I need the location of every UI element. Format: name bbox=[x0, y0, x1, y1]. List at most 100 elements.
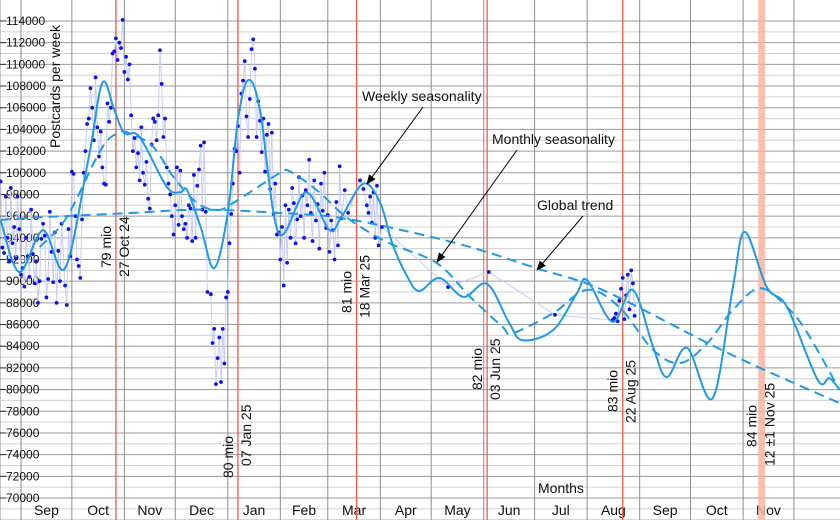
data-point bbox=[291, 201, 296, 206]
data-point bbox=[56, 248, 61, 253]
data-point bbox=[30, 252, 35, 256]
data-point bbox=[358, 178, 362, 183]
data-point bbox=[29, 207, 34, 212]
y-tick-label: 100000 bbox=[6, 166, 46, 180]
data-point bbox=[17, 227, 22, 232]
data-point bbox=[302, 235, 306, 240]
data-point bbox=[127, 62, 132, 67]
data-point bbox=[337, 164, 342, 169]
data-point bbox=[376, 243, 381, 248]
data-point bbox=[107, 119, 112, 124]
data-point bbox=[249, 47, 254, 52]
data-point bbox=[97, 154, 101, 159]
data-point bbox=[222, 361, 227, 366]
series-monthly-seasonality bbox=[38, 130, 840, 391]
data-point bbox=[183, 221, 188, 226]
data-point bbox=[14, 256, 18, 261]
data-point bbox=[15, 194, 20, 199]
data-point bbox=[144, 160, 149, 164]
data-point bbox=[153, 119, 157, 124]
data-point bbox=[188, 206, 193, 211]
data-point bbox=[203, 209, 208, 214]
data-point bbox=[117, 40, 122, 45]
data-point bbox=[156, 113, 161, 118]
data-point bbox=[186, 203, 191, 208]
milestone-count: 79 mio bbox=[98, 226, 114, 268]
data-point bbox=[132, 136, 137, 140]
y-tick-label: 80000 bbox=[6, 383, 40, 397]
milestone-date: 27 Oct 24 bbox=[116, 216, 132, 277]
data-point bbox=[264, 132, 269, 137]
annotation-monthly-arrow bbox=[436, 149, 518, 263]
data-point bbox=[36, 300, 40, 305]
month-label: Feb bbox=[292, 502, 316, 518]
milestone-date: 22 Aug 25 bbox=[623, 360, 639, 423]
data-point bbox=[198, 143, 203, 148]
annotation-weekly: Weekly seasonality bbox=[362, 88, 482, 185]
data-point bbox=[361, 187, 366, 191]
data-point bbox=[614, 311, 618, 316]
data-point bbox=[225, 290, 230, 294]
data-point bbox=[247, 97, 252, 101]
data-point bbox=[305, 203, 310, 208]
data-point bbox=[320, 208, 325, 213]
data-point bbox=[114, 36, 118, 41]
data-point bbox=[86, 116, 91, 121]
data-point bbox=[164, 165, 169, 170]
month-label: Apr bbox=[395, 502, 417, 518]
annotation-weekly-label: Weekly seasonality bbox=[362, 88, 482, 104]
data-point bbox=[42, 233, 47, 238]
data-point bbox=[98, 129, 103, 134]
data-point bbox=[632, 313, 637, 318]
data-point bbox=[176, 222, 181, 227]
milestone-date: 12 ±1 Nov 25 bbox=[762, 383, 778, 466]
data-point bbox=[629, 268, 634, 273]
data-point bbox=[259, 150, 264, 155]
data-point bbox=[8, 186, 13, 190]
data-point bbox=[244, 114, 249, 119]
data-point bbox=[303, 188, 308, 193]
annotation-monthly-label: Monthly seasonality bbox=[492, 131, 615, 147]
data-point bbox=[286, 207, 291, 212]
milestone-lines: 79 mio 27 Oct 24 80 mio 07 Jan 25 81 mio 18 M… bbox=[98, 0, 778, 520]
data-point bbox=[169, 214, 174, 219]
data-point bbox=[322, 170, 327, 175]
data-point bbox=[75, 257, 79, 262]
data-point bbox=[185, 235, 190, 240]
data-point bbox=[83, 149, 88, 153]
data-point bbox=[168, 192, 173, 197]
data-point bbox=[266, 122, 271, 126]
data-point bbox=[293, 241, 298, 246]
data-point bbox=[73, 214, 78, 219]
data-point bbox=[64, 303, 69, 307]
data-point bbox=[108, 105, 113, 110]
data-point bbox=[290, 186, 295, 190]
series-global-trend bbox=[0, 208, 840, 405]
data-point bbox=[130, 149, 135, 153]
data-point bbox=[210, 341, 215, 345]
data-point bbox=[273, 181, 278, 186]
data-point bbox=[217, 335, 222, 340]
data-point bbox=[85, 122, 90, 126]
y-tick-label: 114000 bbox=[6, 14, 45, 28]
data-point bbox=[254, 135, 259, 139]
data-point bbox=[158, 48, 162, 53]
month-label: Nov bbox=[137, 502, 162, 518]
data-point bbox=[63, 283, 67, 288]
data-point bbox=[317, 246, 322, 251]
data-point bbox=[0, 179, 3, 184]
month-label: Aug bbox=[601, 502, 626, 518]
data-point bbox=[288, 235, 293, 240]
data-point bbox=[617, 298, 622, 303]
data-point bbox=[269, 130, 274, 135]
annotation-trend: Global trend bbox=[536, 197, 613, 271]
data-point bbox=[307, 157, 312, 162]
data-point bbox=[366, 210, 371, 215]
milestone-count: 82 mio bbox=[469, 348, 485, 390]
data-point bbox=[364, 203, 369, 208]
data-point bbox=[214, 382, 218, 387]
data-point bbox=[229, 212, 234, 216]
data-point bbox=[137, 178, 142, 183]
data-point bbox=[112, 49, 117, 54]
